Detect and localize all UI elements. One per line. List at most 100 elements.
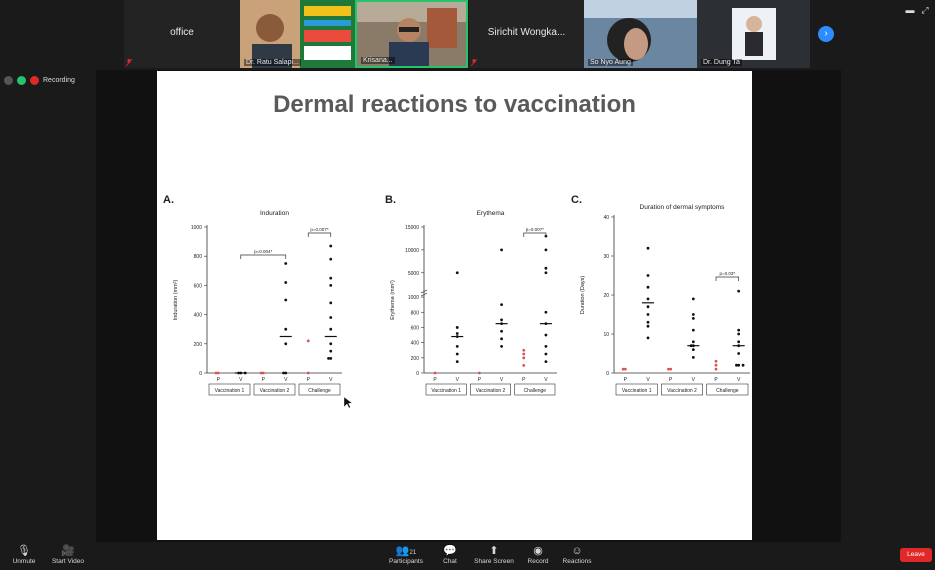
group-label: Vaccination 1 <box>431 388 461 394</box>
x-tick-label: V <box>456 377 460 383</box>
data-point <box>522 352 526 356</box>
record-button[interactable]: ◉ Record <box>518 544 558 565</box>
group-box <box>208 383 251 396</box>
data-point <box>500 318 503 322</box>
participants-count: 21 <box>409 550 417 556</box>
fullscreen-icon[interactable]: ⤢ <box>921 5 929 15</box>
data-point <box>741 363 745 367</box>
data-point <box>646 324 650 328</box>
leave-button[interactable]: Leave <box>900 548 932 562</box>
group-label: Vaccination 1 <box>215 388 245 394</box>
data-point <box>329 349 333 353</box>
participant-caption: Krisana... <box>361 57 395 64</box>
share-screen-icon: ⬆ <box>489 545 499 557</box>
data-point <box>284 298 288 302</box>
data-point <box>737 363 741 367</box>
x-tick-label: P <box>262 377 266 383</box>
data-point <box>329 327 333 331</box>
y-tick-label: 800 <box>194 254 203 260</box>
x-tick-label: V <box>500 377 504 383</box>
participant-tile-active-speaker[interactable]: Krisana... <box>355 0 468 68</box>
significance-bracket <box>715 276 740 281</box>
x-tick-label: V <box>239 377 243 383</box>
data-point <box>544 360 548 364</box>
p-value-label: p=0.004* <box>254 249 272 254</box>
y-tick-label: 400 <box>411 341 420 347</box>
record-icon: ◉ <box>533 545 543 557</box>
significance-bracket <box>523 232 547 237</box>
x-tick-label: P <box>669 377 673 383</box>
data-point <box>646 297 650 301</box>
participant-video <box>697 0 810 68</box>
data-point <box>646 313 650 316</box>
minimize-icon[interactable]: ▬ <box>905 5 915 15</box>
start-video-button[interactable]: 🎥 Start Video <box>48 544 88 565</box>
group-box <box>514 383 556 396</box>
slide-title: Dermal reactions to vaccination <box>273 91 636 118</box>
participant-tile-ratu[interactable]: Dr. Ratu Salapi... <box>240 0 355 68</box>
data-point <box>214 371 218 375</box>
data-point <box>329 284 333 287</box>
video-off-icon: 🎥 <box>61 545 75 557</box>
data-point <box>500 345 503 348</box>
y-tick-label: 30 <box>603 254 609 260</box>
group-label: Challenge <box>716 388 739 394</box>
y-tick-label: 600 <box>411 325 420 331</box>
group-box <box>470 383 511 396</box>
next-page-button[interactable]: › <box>818 26 834 42</box>
significance-bracket <box>240 254 287 259</box>
data-point <box>216 371 220 375</box>
axis-break-mark <box>420 292 428 297</box>
panel-letter: C. <box>571 194 582 206</box>
reactions-icon: ☺ <box>571 545 583 557</box>
data-point <box>478 371 481 375</box>
y-tick-label: 5000 <box>408 271 419 277</box>
participant-tile-office[interactable]: office <box>124 0 240 68</box>
reactions-button[interactable]: ☺ Reactions <box>557 544 597 565</box>
share-screen-button[interactable]: ⬆ Share Screen <box>474 545 514 565</box>
y-tick-label: 0 <box>416 371 419 377</box>
data-point <box>646 320 650 324</box>
participants-button[interactable]: 👥21 Participants <box>386 544 426 565</box>
group-box <box>425 383 467 396</box>
data-point <box>522 364 526 367</box>
x-tick-label: P <box>624 377 628 383</box>
y-tick-label: 600 <box>194 283 203 289</box>
data-point <box>329 301 333 305</box>
data-point <box>327 357 330 360</box>
participant-tile-so-nyo[interactable]: So Nyo Aung <box>584 0 697 68</box>
group-box <box>661 383 703 396</box>
info-icon[interactable] <box>4 75 13 85</box>
panel-title: Duration of dermal symptoms <box>640 204 726 211</box>
participant-caption: So Nyo Aung <box>588 59 633 66</box>
y-tick-label: 200 <box>194 342 203 348</box>
data-point <box>544 310 548 314</box>
participant-caption: Dr. Ratu Salapi... <box>244 59 301 66</box>
presentation-slide: Dermal reactions to vaccination A. Indura… <box>157 71 752 540</box>
participant-tile-dung[interactable]: Dr. Dung Ta <box>697 0 810 68</box>
data-point <box>433 371 437 375</box>
chat-button[interactable]: 💬 Chat <box>430 544 470 565</box>
security-shield-icon[interactable] <box>17 75 26 85</box>
mouse-cursor-icon <box>343 396 353 409</box>
data-point <box>282 371 285 375</box>
y-tick-label: 20 <box>603 293 609 299</box>
data-point <box>714 367 718 371</box>
data-point <box>714 359 718 363</box>
data-point <box>259 371 263 375</box>
muted-mic-icon <box>471 59 477 66</box>
recording-label: Recording <box>43 76 75 84</box>
data-point <box>455 271 459 275</box>
panel-letter: A. <box>163 194 174 206</box>
participants-icon: 👥21 <box>395 545 417 557</box>
participant-tile-sirichit[interactable]: Sirichit Wongka... <box>469 0 584 68</box>
data-point <box>691 313 695 316</box>
group-label: Vaccination 2 <box>260 388 290 394</box>
data-point <box>329 257 333 261</box>
x-tick-label: P <box>478 377 482 383</box>
x-tick-label: V <box>737 377 741 383</box>
data-point <box>284 371 288 375</box>
unmute-button[interactable]: 🎙 Unmute <box>4 544 44 565</box>
